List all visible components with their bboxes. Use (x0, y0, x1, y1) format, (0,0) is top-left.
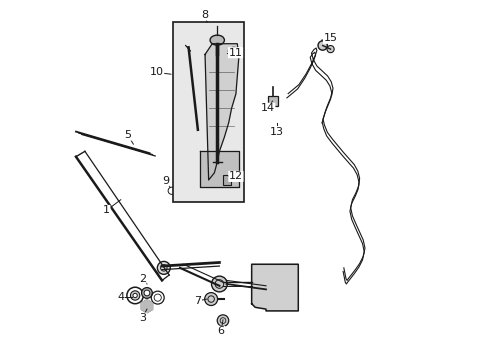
Text: 12: 12 (228, 171, 243, 181)
Text: 2: 2 (139, 274, 145, 284)
Text: 6: 6 (217, 326, 224, 336)
Circle shape (273, 287, 279, 292)
Circle shape (270, 283, 283, 296)
Polygon shape (251, 264, 298, 311)
Circle shape (133, 293, 137, 298)
Circle shape (144, 303, 149, 309)
Circle shape (157, 261, 170, 274)
Circle shape (142, 288, 152, 298)
Text: 14: 14 (260, 103, 274, 113)
Text: 1: 1 (103, 206, 110, 216)
Circle shape (130, 291, 140, 300)
Circle shape (317, 41, 326, 50)
Text: 9: 9 (162, 176, 169, 186)
Text: 5: 5 (124, 130, 131, 140)
Text: 3: 3 (139, 313, 145, 323)
Circle shape (264, 277, 289, 302)
Text: 11: 11 (228, 48, 242, 58)
Text: 13: 13 (269, 127, 283, 136)
Polygon shape (200, 151, 238, 187)
Text: 10: 10 (149, 67, 163, 77)
Ellipse shape (210, 35, 224, 45)
Circle shape (144, 290, 149, 296)
Circle shape (326, 45, 333, 53)
Text: 7: 7 (194, 296, 201, 306)
Circle shape (217, 315, 228, 326)
Circle shape (204, 293, 217, 306)
Circle shape (211, 276, 227, 292)
Text: 15: 15 (323, 33, 337, 43)
Polygon shape (141, 300, 152, 313)
Bar (172, 22, 244, 202)
Circle shape (257, 270, 296, 309)
Bar (223, 175, 230, 185)
Text: 8: 8 (201, 10, 207, 20)
Ellipse shape (228, 47, 239, 54)
Text: 4: 4 (117, 292, 124, 302)
Polygon shape (204, 44, 238, 180)
Bar (267, 96, 278, 106)
